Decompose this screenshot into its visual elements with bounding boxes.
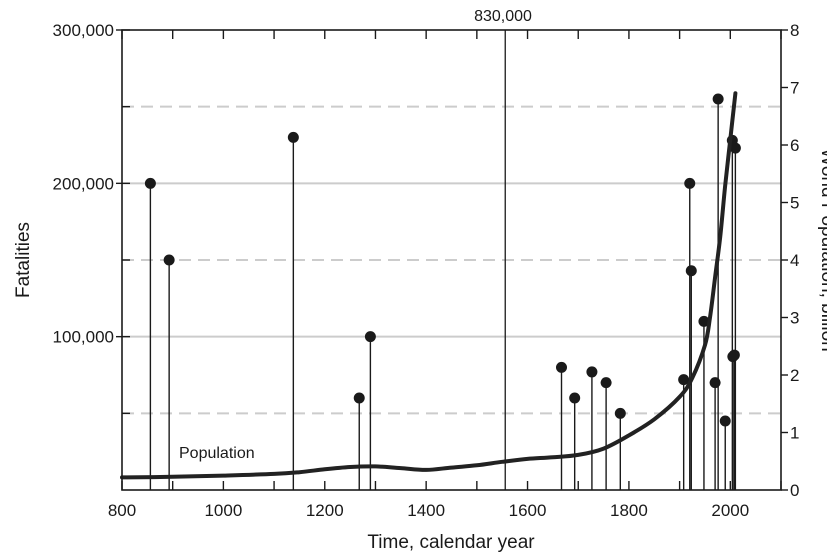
axis-ticks xyxy=(116,29,788,491)
grid-lines xyxy=(122,105,781,415)
stem-marker xyxy=(698,315,710,327)
stem-marker xyxy=(556,361,568,373)
stem-marker xyxy=(287,131,299,143)
stem-marker xyxy=(586,366,598,378)
y-tick-label: 100,000 xyxy=(53,328,114,347)
population-line xyxy=(120,91,738,480)
x-tick-label: 1600 xyxy=(509,501,547,520)
y2-axis-title: World Population, billion xyxy=(817,148,827,352)
x-tick-label: 2000 xyxy=(711,501,749,520)
y2-tick-label: 5 xyxy=(790,194,799,213)
stem-marker xyxy=(728,349,740,361)
population-label: Population xyxy=(179,445,255,462)
x-tick-label: 1000 xyxy=(204,501,242,520)
stem-marker xyxy=(163,254,175,266)
x-tick-label: 1400 xyxy=(407,501,445,520)
axis-tick-labels: 800 1000 1200 1400 1600 1800 2000 100,000 200,00… xyxy=(53,21,800,520)
x-axis-title: Time, calendar year xyxy=(367,532,535,553)
x-tick-label: 800 xyxy=(108,501,136,520)
y2-tick-label: 4 xyxy=(790,251,799,270)
stem-marker xyxy=(712,93,724,105)
stem-marker xyxy=(709,377,721,389)
x-tick-label: 1800 xyxy=(610,501,648,520)
y2-tick-label: 8 xyxy=(790,21,799,40)
y2-tick-label: 3 xyxy=(790,309,799,328)
stem-marker xyxy=(678,374,690,386)
y-tick-label: 200,000 xyxy=(53,174,114,193)
y2-tick-label: 0 xyxy=(790,481,799,500)
stem-marker xyxy=(364,331,376,343)
stem-marker xyxy=(353,392,365,404)
x-tick-label: 1200 xyxy=(306,501,344,520)
y2-tick-label: 2 xyxy=(790,366,799,385)
stem-marker xyxy=(719,415,731,427)
stem-marker xyxy=(684,177,696,189)
y2-tick-label: 1 xyxy=(790,424,799,443)
y-axis-title: Fatalities xyxy=(13,222,34,298)
stem-marker xyxy=(144,177,156,189)
stem-marker xyxy=(614,407,626,419)
stem-marker xyxy=(729,142,741,154)
vline-annotation: 830,000 xyxy=(474,8,532,25)
y2-tick-label: 7 xyxy=(790,79,799,98)
y2-tick-label: 6 xyxy=(790,136,799,155)
stem-marker xyxy=(569,392,581,404)
population-series xyxy=(120,91,738,480)
y-tick-label: 300,000 xyxy=(53,21,114,40)
stem-marker xyxy=(685,265,697,277)
stem-marker xyxy=(600,377,612,389)
